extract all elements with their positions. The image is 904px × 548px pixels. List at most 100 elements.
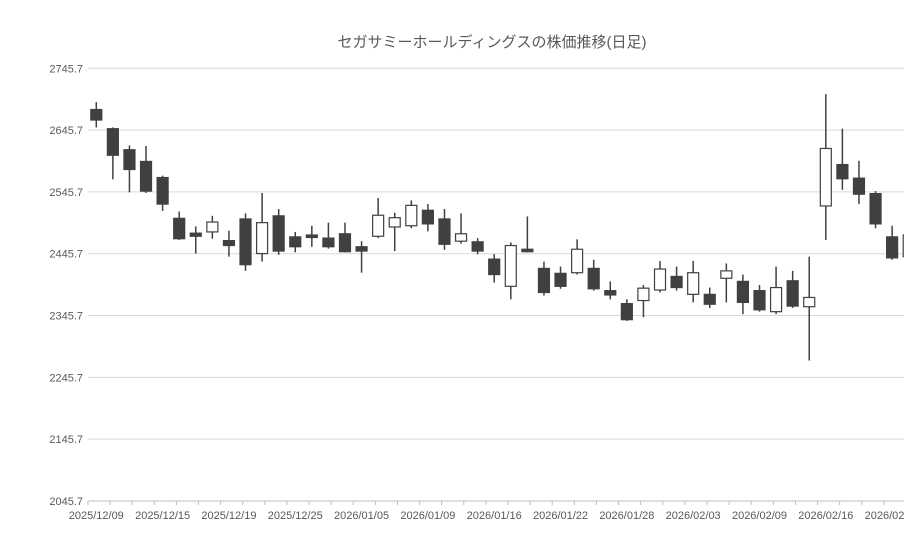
candlestick-down — [305, 225, 318, 247]
candlestick-down — [736, 274, 750, 315]
candlestick-up — [720, 263, 733, 303]
grid-lines — [88, 67, 904, 502]
candle-body — [206, 221, 219, 233]
candle-body — [537, 267, 551, 294]
candle-body — [90, 108, 103, 121]
x-axis-tick-label: 2025/12/19 — [201, 510, 256, 522]
candle-body — [571, 248, 584, 274]
candle-body — [637, 287, 650, 302]
y-axis-tick-label: 2745.7 — [49, 63, 83, 75]
candlesticks — [90, 94, 904, 361]
candlestick-down — [173, 211, 186, 240]
candlestick-down — [421, 204, 434, 232]
candle-body — [753, 290, 766, 311]
candlestick-down — [289, 231, 302, 253]
candlestick-up — [637, 285, 650, 318]
candle-body — [372, 214, 385, 237]
candle-body — [189, 232, 202, 237]
candle-body — [504, 244, 517, 287]
candlestick-down — [189, 226, 202, 254]
candle-body — [670, 275, 683, 289]
candlestick-down — [338, 222, 352, 253]
candle-body — [156, 176, 169, 205]
stock-chart: 2745.7 2645.7 2545.7 2445.7 2345.7 2245.7 2145… — [40, 16, 904, 532]
candlestick-down — [537, 261, 551, 296]
candle-body — [769, 286, 783, 313]
candle-body — [355, 246, 368, 252]
x-axis-tick-label: 2026/02/09 — [732, 510, 787, 522]
candlestick-up — [653, 260, 667, 293]
candlestick-down — [604, 281, 617, 300]
candlestick-up — [405, 200, 418, 229]
candle-body — [239, 218, 252, 266]
candle-body — [222, 239, 236, 247]
candle-body — [620, 303, 633, 321]
candle-body — [405, 204, 418, 227]
candlestick-up — [803, 256, 816, 361]
candle-body — [255, 222, 269, 255]
y-axis-tick-label: 2645.7 — [49, 125, 83, 137]
candle-body — [139, 160, 153, 192]
y-axis-tick-label: 2345.7 — [49, 311, 83, 323]
candlestick-down — [886, 225, 899, 260]
candlestick-down — [471, 238, 484, 255]
candlestick-up — [769, 266, 783, 315]
candlestick-down — [852, 160, 866, 205]
chart-canvas: 2745.7 2645.7 2545.7 2445.7 2345.7 2245.7 2145… — [49, 33, 904, 522]
candlestick-down — [90, 102, 103, 128]
candlestick-down — [836, 128, 849, 190]
candlestick-down — [222, 230, 236, 257]
candle-body — [786, 280, 799, 307]
candle-body — [587, 267, 600, 290]
y-axis-tick-label: 2245.7 — [49, 372, 83, 384]
candle-body — [322, 237, 335, 248]
candle-body — [852, 177, 866, 195]
x-axis-tick-label: 2026/01/16 — [467, 510, 522, 522]
candlestick-down — [438, 209, 451, 250]
candle-body — [803, 296, 816, 308]
candle-body — [554, 272, 567, 287]
candle-body — [653, 268, 667, 291]
y-axis-tick-label: 2445.7 — [49, 249, 83, 261]
candle-body — [421, 209, 434, 225]
candlestick-up — [255, 192, 269, 262]
candlestick-up — [388, 212, 401, 252]
candle-body — [123, 149, 136, 171]
candlestick-down — [239, 213, 252, 271]
candle-body — [272, 215, 285, 252]
candle-body — [106, 128, 119, 156]
candlestick-down — [670, 266, 683, 291]
y-axis-tick-label: 2145.7 — [49, 434, 83, 446]
candle-body — [454, 233, 468, 242]
candle-body — [720, 270, 733, 279]
candle-body — [305, 234, 318, 239]
candle-body — [886, 236, 899, 259]
candle-body — [819, 147, 832, 207]
candle-body — [488, 258, 501, 276]
candle-body — [736, 280, 750, 303]
candlestick-up — [372, 197, 385, 239]
candlestick-down — [272, 209, 285, 255]
candle-body — [388, 217, 401, 228]
candlestick-down — [554, 266, 567, 289]
candle-body — [338, 233, 352, 253]
x-axis-tick-label: 2026/02/20 — [865, 510, 904, 522]
x-axis-tick-label: 2026/02/03 — [666, 510, 721, 522]
candlestick-up — [819, 94, 832, 240]
candle-body — [173, 217, 186, 240]
x-axis-tick-label: 2026/01/09 — [400, 510, 455, 522]
x-axis-tick-label: 2025/12/15 — [135, 510, 190, 522]
x-axis-tick-label: 2026/01/28 — [599, 510, 654, 522]
candlestick-down — [521, 216, 534, 253]
candlestick-down — [620, 299, 633, 321]
candle-body — [687, 272, 700, 295]
candlestick-up — [504, 242, 517, 300]
axes — [87, 500, 904, 505]
candlestick-down — [156, 175, 169, 211]
x-axis-tick-label: 2025/12/25 — [268, 510, 323, 522]
candlestick-down — [587, 259, 600, 291]
x-axis-tick-label: 2026/02/16 — [798, 510, 853, 522]
candle-body — [836, 163, 849, 180]
candlestick-down — [869, 191, 882, 229]
candle-body — [471, 241, 484, 252]
